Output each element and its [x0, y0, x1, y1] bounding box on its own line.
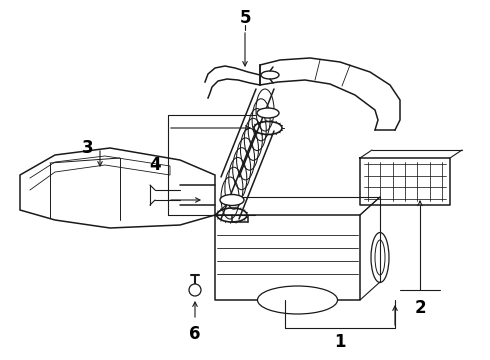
Ellipse shape — [371, 233, 389, 283]
Ellipse shape — [220, 194, 244, 206]
Text: 4: 4 — [149, 156, 161, 174]
Text: 3: 3 — [82, 139, 94, 157]
Text: 1: 1 — [334, 333, 346, 351]
Polygon shape — [20, 148, 215, 228]
Text: 6: 6 — [189, 325, 201, 343]
Text: 5: 5 — [239, 9, 251, 27]
Text: 2: 2 — [414, 299, 426, 317]
Ellipse shape — [257, 108, 279, 118]
Circle shape — [189, 284, 201, 296]
Ellipse shape — [258, 286, 338, 314]
